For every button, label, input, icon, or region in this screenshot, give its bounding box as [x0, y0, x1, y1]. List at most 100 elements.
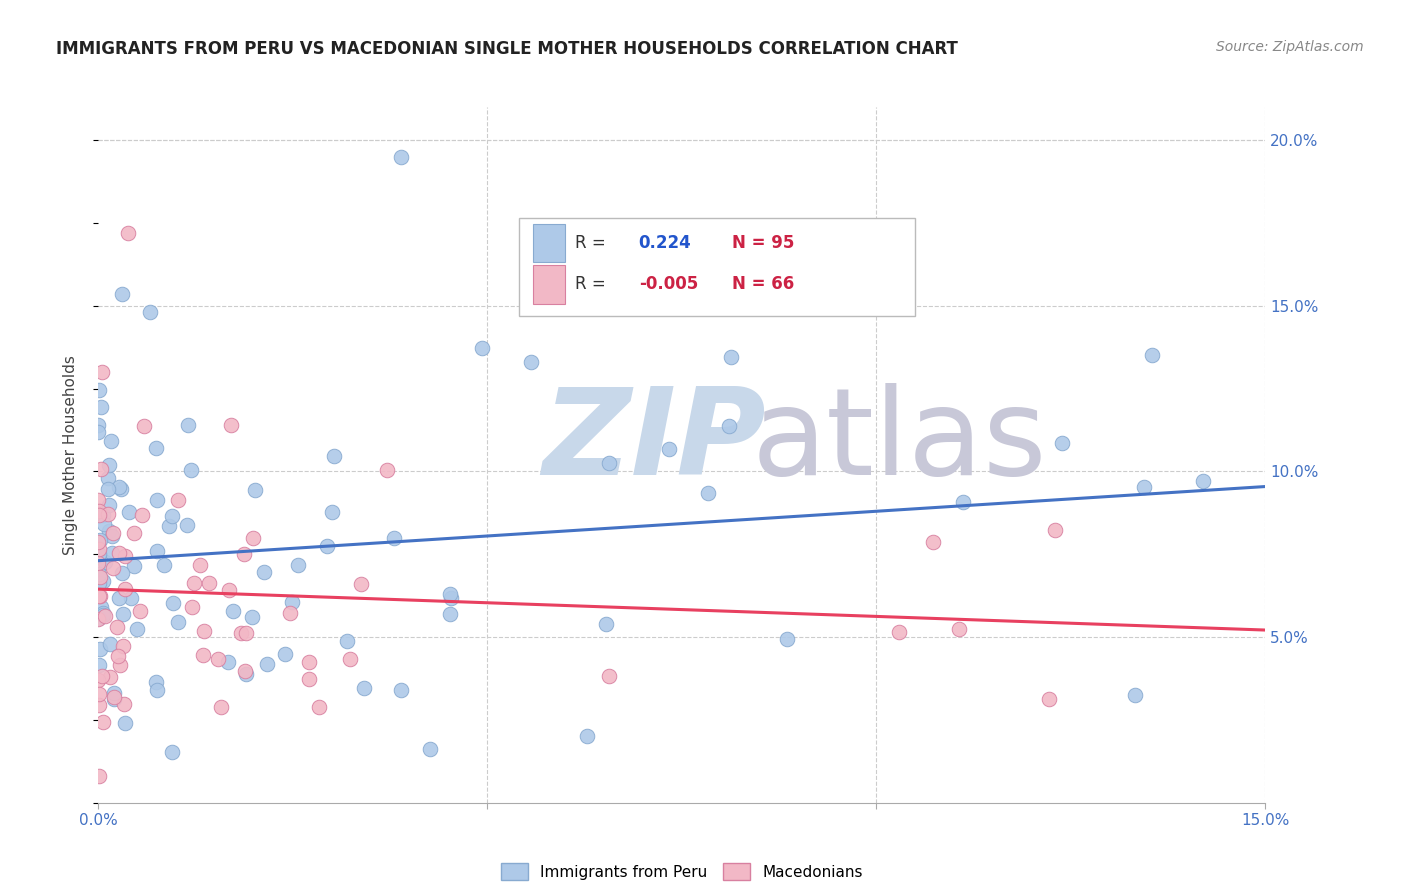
Point: [281, 595, 304, 609]
Legend: Immigrants from Peru, Macedonians: Immigrants from Peru, Macedonians: [501, 863, 863, 880]
Point: [180, 463, 202, 477]
Point: [274, 647, 297, 661]
Point: [235, 667, 257, 681]
Text: ZIP: ZIP: [541, 383, 766, 500]
Point: [166, 615, 188, 629]
Point: [107, 648, 129, 663]
Point: [90, 600, 112, 615]
Point: [87, 566, 110, 581]
Point: [350, 576, 373, 591]
FancyBboxPatch shape: [533, 224, 565, 262]
Point: [97, 482, 120, 496]
Point: [316, 539, 339, 553]
Point: [87, 611, 110, 625]
Point: [112, 607, 135, 621]
Point: [217, 655, 239, 669]
Point: [87, 418, 110, 433]
Point: [439, 607, 461, 621]
Point: [91, 608, 114, 623]
Point: [100, 434, 122, 448]
Point: [87, 493, 110, 508]
Point: [209, 700, 232, 714]
Text: IMMIGRANTS FROM PERU VS MACEDONIAN SINGLE MOTHER HOUSEHOLDS CORRELATION CHART: IMMIGRANTS FROM PERU VS MACEDONIAN SINGL…: [56, 40, 957, 58]
Point: [122, 559, 145, 574]
Point: [183, 576, 205, 591]
Point: [87, 698, 110, 713]
Point: [658, 442, 681, 457]
Point: [114, 549, 136, 563]
Point: [145, 441, 167, 455]
Point: [235, 626, 257, 640]
Point: [952, 495, 974, 509]
Point: [598, 669, 620, 683]
Point: [89, 642, 111, 657]
Point: [91, 607, 114, 621]
Point: [138, 305, 160, 319]
Point: [188, 558, 211, 572]
Point: [89, 570, 111, 584]
Point: [91, 669, 114, 683]
Point: [94, 608, 117, 623]
Point: [889, 625, 911, 640]
Y-axis label: Single Mother Households: Single Mother Households: [63, 355, 77, 555]
Point: [108, 480, 131, 494]
Point: [177, 417, 200, 432]
Point: [91, 365, 114, 379]
Point: [101, 561, 124, 575]
Point: [145, 674, 167, 689]
Point: [298, 655, 321, 669]
Point: [91, 574, 114, 589]
Point: [87, 612, 110, 626]
Point: [240, 610, 263, 624]
Point: [97, 498, 120, 512]
Point: [87, 508, 110, 523]
Point: [222, 604, 245, 618]
Point: [520, 355, 543, 369]
Point: [112, 697, 135, 711]
Text: -0.005: -0.005: [638, 276, 697, 293]
Point: [103, 690, 125, 704]
Point: [207, 652, 229, 666]
Point: [598, 456, 620, 470]
Point: [87, 610, 110, 624]
Point: [93, 517, 115, 532]
Point: [127, 622, 149, 636]
Point: [108, 546, 131, 560]
Point: [97, 471, 120, 485]
Point: [97, 524, 120, 539]
Point: [720, 350, 742, 364]
Point: [89, 533, 111, 548]
Point: [162, 596, 184, 610]
Point: [375, 463, 398, 477]
Point: [110, 482, 132, 496]
Point: [198, 576, 221, 591]
Point: [89, 589, 111, 603]
Point: [382, 531, 405, 545]
Point: [87, 687, 110, 701]
Point: [87, 542, 110, 557]
Point: [129, 604, 152, 618]
Point: [176, 518, 198, 533]
Point: [298, 672, 321, 686]
Point: [389, 683, 412, 698]
Point: [122, 525, 145, 540]
Point: [921, 534, 943, 549]
Point: [97, 507, 120, 521]
Point: [131, 508, 153, 523]
Point: [87, 769, 110, 783]
Point: [1045, 523, 1067, 537]
Text: R =: R =: [575, 276, 610, 293]
Point: [111, 286, 134, 301]
Point: [595, 617, 617, 632]
Point: [146, 493, 169, 508]
Point: [419, 742, 441, 756]
Point: [1052, 436, 1074, 450]
Point: [167, 492, 190, 507]
FancyBboxPatch shape: [533, 265, 565, 303]
Point: [1133, 480, 1156, 494]
Point: [103, 691, 125, 706]
Point: [110, 566, 132, 580]
Point: [232, 547, 254, 561]
Point: [90, 461, 112, 475]
Point: [193, 624, 215, 639]
